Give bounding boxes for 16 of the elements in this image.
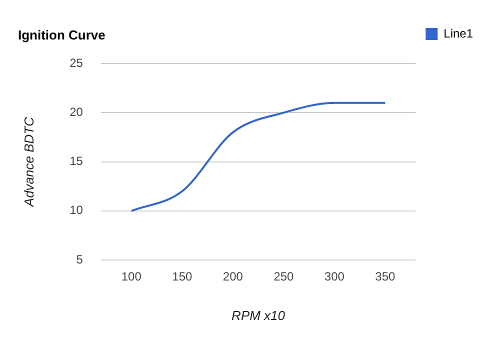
legend-label: Line1 — [444, 26, 474, 40]
y-tick-label: 10 — [70, 203, 84, 218]
y-tick-label: 25 — [70, 56, 84, 70]
y-tick-label: 20 — [70, 105, 84, 120]
y-tick-label: 15 — [70, 154, 84, 168]
x-tick-label: 300 — [324, 270, 345, 284]
x-tick-label: 350 — [375, 270, 396, 284]
x-tick-label: 250 — [274, 270, 294, 284]
y-tick-label: 5 — [76, 252, 84, 266]
y-axis-title: Advance BDTC — [21, 116, 36, 208]
x-axis-title: RPM x10 — [232, 308, 286, 323]
chart-title: Ignition Curve — [18, 27, 106, 42]
x-tick-label: 100 — [121, 270, 142, 284]
line-series — [130, 102, 386, 212]
x-tick-label: 200 — [222, 270, 244, 284]
x-tick-label: 150 — [172, 270, 192, 284]
